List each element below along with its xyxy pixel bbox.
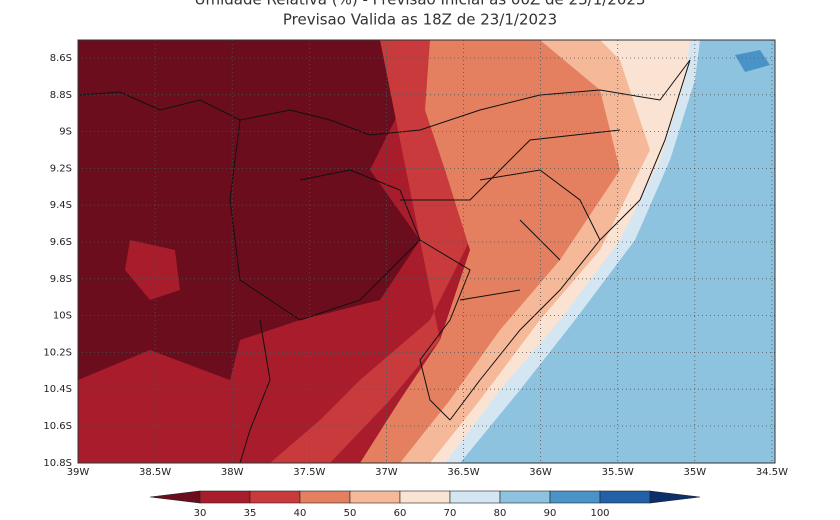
colorbar-segment (199, 490, 251, 504)
lat-label: 9.2S (50, 163, 72, 174)
map-frame (77, 39, 776, 464)
title: Umidade Relativa (%) - Previsao Inicial … (195, 0, 646, 9)
lon-label: 39W (67, 467, 90, 478)
lat-label: 8.8S (50, 90, 72, 101)
lon-label: 37W (375, 467, 398, 478)
lat-label: 10S (53, 311, 72, 322)
subtitle: Previsao Valida as 18Z de 23/1/2023 (283, 11, 557, 29)
colorbar-label: 80 (494, 508, 507, 519)
lon-label: 38W (221, 467, 244, 478)
colorbar-label: 60 (394, 508, 407, 519)
lat-label: 10.6S (43, 421, 72, 432)
colorbar-segment (149, 490, 201, 504)
lat-label: 9S (59, 127, 72, 138)
humidity-field (78, 40, 775, 463)
colorbar-segment (249, 490, 301, 504)
lat-label: 10.4S (43, 384, 72, 395)
colorbar-segment (349, 490, 401, 504)
colorbar-segment (299, 490, 351, 504)
colorbar-label: 40 (294, 508, 307, 519)
colorbar-segment (549, 490, 601, 504)
lon-label: 34.5W (756, 467, 788, 478)
lon-label: 36.5W (447, 467, 479, 478)
lon-label: 37.5W (293, 467, 325, 478)
lon-label: 38.5W (139, 467, 171, 478)
lat-label: 10.2S (43, 347, 72, 358)
lon-label: 35.5W (602, 467, 634, 478)
colorbar-segment (449, 490, 501, 504)
colorbar-label: 100 (590, 508, 609, 519)
colorbar-segment (599, 490, 651, 504)
colorbar-segment (499, 490, 551, 504)
colorbar-label: 70 (444, 508, 457, 519)
lat-label: 8.6S (50, 53, 72, 64)
lat-label: 10.8S (43, 458, 72, 469)
colorbar-segment (649, 490, 701, 504)
graticule (77, 40, 775, 464)
lon-label: 35W (683, 467, 706, 478)
colorbar-segment (399, 490, 451, 504)
colorbar-label: 30 (194, 508, 207, 519)
colorbar-label: 50 (344, 508, 357, 519)
lat-label: 9.6S (50, 237, 72, 248)
lon-label: 36W (529, 467, 552, 478)
lat-label: 9.8S (50, 274, 72, 285)
lat-label: 9.4S (50, 200, 72, 211)
colorbar-label: 35 (244, 508, 257, 519)
colorbar-label: 90 (544, 508, 557, 519)
